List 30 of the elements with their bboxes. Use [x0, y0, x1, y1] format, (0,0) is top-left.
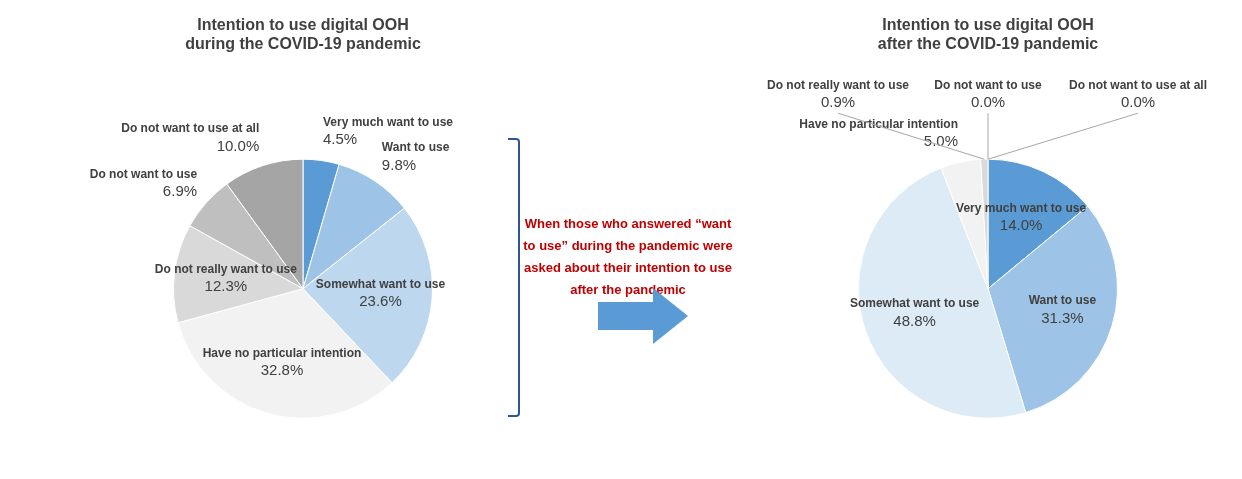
data-label: 10.0% [216, 136, 260, 154]
data-label: 14.0% [999, 216, 1043, 234]
data-label: 23.6% [359, 291, 402, 309]
data-label: 0.9% [820, 92, 856, 110]
data-label: 31.3% [1041, 308, 1084, 326]
data-label: 32.8% [260, 361, 304, 379]
chart-title: Intention to use digital OOH during the COVID-19 pandemic [185, 16, 421, 53]
data-label: 9.8% [381, 155, 417, 173]
data-label: 12.3% [204, 276, 248, 294]
category-label: Do not want to use [934, 77, 1042, 92]
slice-label: Very much want to use [322, 115, 454, 130]
data-label: 6.9% [162, 181, 198, 199]
slice-label: Do not really want to use [154, 261, 298, 276]
data-label: 5.0% [923, 132, 958, 150]
slice-label: Somewhat want to use [315, 276, 446, 291]
slice-label: Do not really want to use [766, 77, 910, 92]
category-label: Do not want to use at all [1068, 77, 1208, 92]
slice-label: Want to use [1028, 293, 1097, 308]
slice-label: Do not want to use [89, 166, 198, 181]
slice-label: Somewhat want to use [849, 296, 980, 311]
slice-label: Have no particular intention [202, 345, 362, 360]
text: 0.0% [1120, 92, 1156, 110]
text: When those who answered “want to use” during the pandemic were asked about their intention to use after the pandemic [522, 215, 734, 299]
chart-title: Intention to use digital OOH after the COVID-19 pandemic [877, 16, 1099, 53]
slice-label: Have no particular intention [799, 117, 958, 132]
data-label: 48.8% [893, 311, 936, 329]
data-label: 4.5% [322, 130, 358, 148]
slice-label: Do not want to use at all [121, 121, 260, 136]
slice-label: Want to use [381, 140, 450, 155]
text: 0.0% [970, 92, 1006, 110]
